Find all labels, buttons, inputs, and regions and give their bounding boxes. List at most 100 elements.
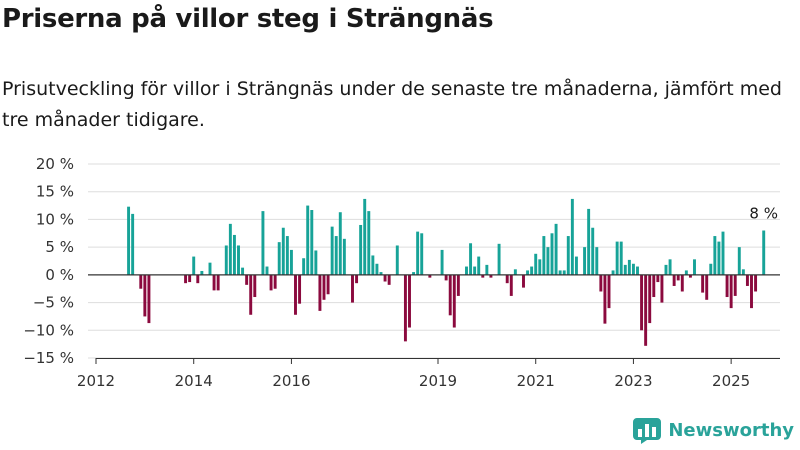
bar <box>330 226 334 275</box>
bar <box>249 274 253 315</box>
last-value-annotation: 8 % <box>749 205 778 223</box>
bar <box>509 274 513 296</box>
bar <box>534 253 538 275</box>
bar <box>289 249 293 275</box>
bar <box>550 233 554 275</box>
bar <box>192 256 196 275</box>
bar <box>428 274 432 278</box>
bar <box>208 262 212 275</box>
brand-name: Newsworthy <box>668 419 794 441</box>
bar <box>440 249 444 275</box>
chart-subtitle: Prisutveckling för villor i Strängnäs un… <box>2 78 782 131</box>
bar <box>542 236 546 275</box>
bar <box>676 274 680 281</box>
x-tick-label: 2023 <box>614 372 652 390</box>
bar <box>591 227 595 275</box>
bar <box>717 241 721 275</box>
bar <box>269 274 273 291</box>
bar <box>754 274 758 292</box>
bar <box>505 274 509 284</box>
bar <box>403 274 407 342</box>
y-tick-label: 0 % <box>45 266 74 284</box>
y-tick-label: −15 % <box>23 349 74 367</box>
bar <box>627 259 631 275</box>
x-tick-label: 2025 <box>712 372 750 390</box>
x-tick-label: 2012 <box>77 372 115 390</box>
bar <box>611 270 615 275</box>
bar <box>631 263 635 275</box>
bar <box>688 274 692 278</box>
bar <box>408 274 411 328</box>
bar <box>636 266 639 275</box>
bar <box>127 206 131 275</box>
bar <box>143 274 147 317</box>
bar <box>355 274 359 284</box>
x-tick-label: 2016 <box>272 372 310 390</box>
bar <box>546 247 550 275</box>
bar <box>322 274 326 300</box>
bar <box>725 274 729 298</box>
bar <box>456 274 460 296</box>
bar <box>566 236 570 275</box>
bar <box>693 259 696 275</box>
bar <box>228 223 232 275</box>
bar <box>200 270 204 275</box>
bar <box>721 231 725 275</box>
bar <box>660 274 664 303</box>
bar <box>583 247 587 275</box>
bar <box>310 210 314 275</box>
bar <box>444 274 448 281</box>
bar <box>265 266 269 275</box>
bar <box>318 274 322 311</box>
bar <box>245 274 249 285</box>
bar <box>701 274 705 293</box>
bar <box>489 274 493 278</box>
bar <box>294 274 297 315</box>
bar <box>680 274 684 292</box>
bar <box>522 274 525 288</box>
bar <box>497 243 501 275</box>
bar <box>713 236 717 275</box>
bar <box>570 198 574 275</box>
bar <box>648 274 652 324</box>
bar <box>615 241 619 275</box>
bar <box>371 255 375 275</box>
bar <box>334 236 338 275</box>
bar <box>237 245 240 275</box>
newsworthy-brand[interactable]: Newsworthy <box>633 416 794 444</box>
bar <box>416 231 420 275</box>
bar-chart-logo-icon <box>633 418 662 444</box>
bar <box>733 274 737 296</box>
bar <box>367 211 371 275</box>
y-tick-label: −5 % <box>33 294 74 312</box>
y-tick-label: 5 % <box>45 238 74 256</box>
bar <box>277 242 281 275</box>
bar <box>342 238 346 275</box>
bar <box>656 274 660 283</box>
x-tick-label: 2014 <box>175 372 213 390</box>
bar <box>595 247 599 275</box>
bar <box>273 274 277 289</box>
bar <box>314 250 318 275</box>
bar <box>623 264 627 275</box>
bar <box>241 267 245 275</box>
bar <box>196 274 200 284</box>
bar <box>147 274 151 324</box>
bar <box>285 236 289 275</box>
bar <box>412 272 416 275</box>
bar <box>216 274 220 291</box>
bar <box>705 274 709 300</box>
bar <box>387 274 391 285</box>
chart-title: Priserna på villor steg i Strängnäs <box>2 4 494 34</box>
bar <box>477 256 481 275</box>
bar <box>473 266 477 275</box>
bar <box>184 274 188 284</box>
bar <box>485 264 489 275</box>
bar <box>538 259 542 275</box>
bar <box>338 212 342 275</box>
bar <box>298 274 302 304</box>
bar <box>709 263 713 275</box>
bar <box>558 270 562 275</box>
bar <box>481 274 485 278</box>
bar <box>574 256 578 275</box>
